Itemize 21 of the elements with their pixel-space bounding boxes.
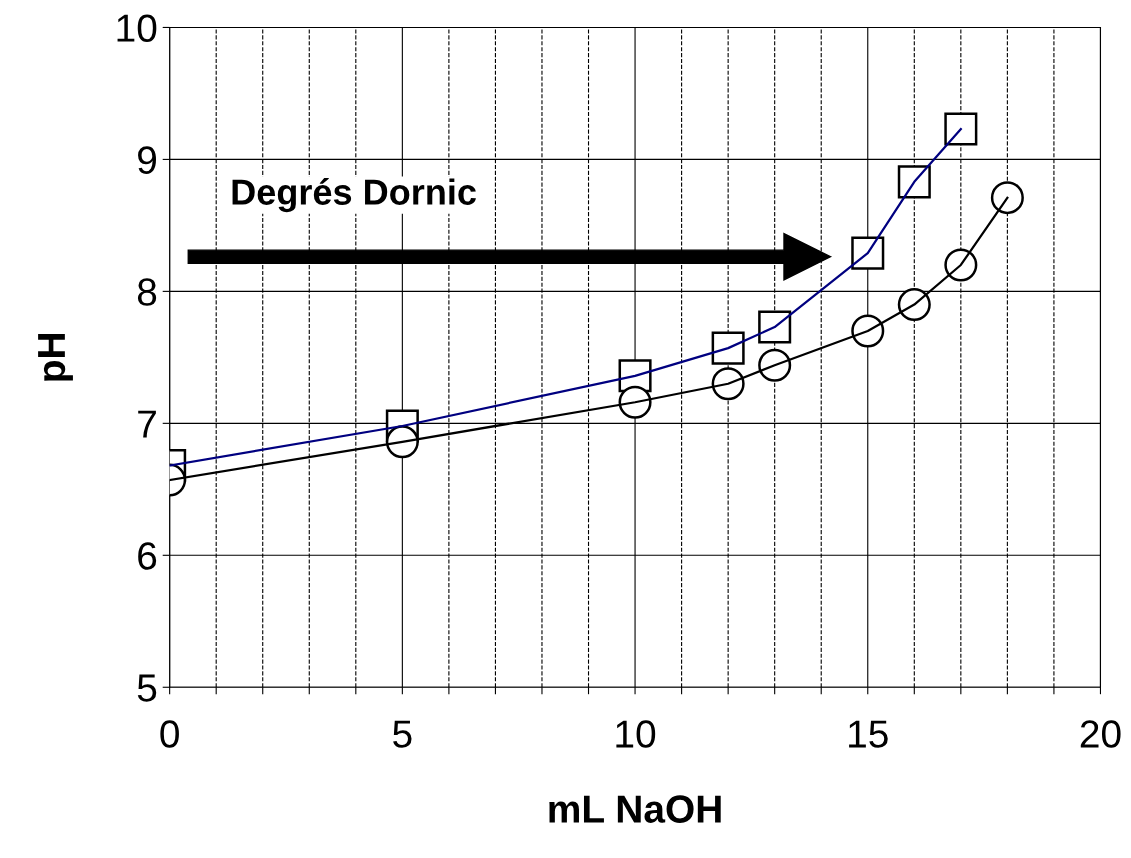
point [851, 314, 885, 348]
y-tick-label: 6 [138, 542, 157, 570]
x-tick-label: 0 [160, 720, 179, 748]
y-axis-title: pH [38, 334, 73, 381]
point [944, 248, 978, 282]
y-tick-label: 8 [137, 278, 157, 306]
annotation: Degrés Dornic [232, 178, 476, 213]
point [711, 367, 745, 401]
point [758, 348, 792, 382]
x-tick-label: 20 [1080, 720, 1121, 748]
point [990, 181, 1024, 215]
x-tick-label: 10 [616, 720, 656, 748]
y-tick-label: 5 [137, 674, 157, 702]
y-tick-label: 9 [138, 146, 156, 174]
y-tick-label: 10 [117, 14, 157, 42]
x-axis-title: mL NaOH [549, 795, 721, 823]
point [618, 385, 652, 419]
x-tick-label: 15 [849, 720, 888, 748]
x-tick-label: 5 [393, 720, 412, 748]
y-tick-label: 7 [138, 410, 156, 438]
point [897, 288, 931, 322]
